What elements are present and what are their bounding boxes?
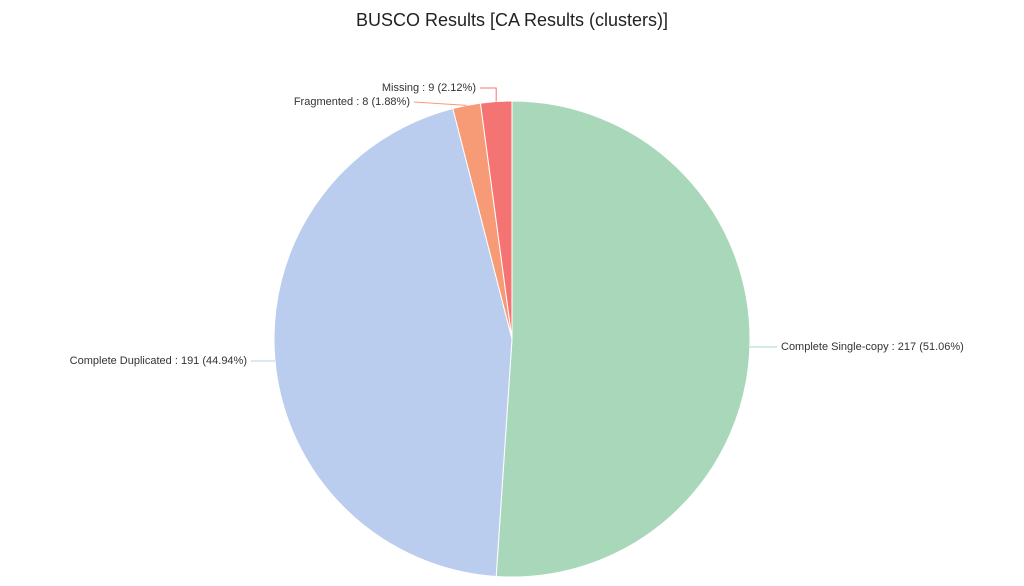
- data-label: Missing : 9 (2.12%): [382, 82, 476, 94]
- data-label: Fragmented : 8 (1.88%): [294, 96, 410, 108]
- data-label: Complete Duplicated : 191 (44.94%): [70, 355, 247, 367]
- pie-slice: [479, 100, 513, 340]
- pie-slice: [273, 107, 513, 578]
- leader-line: [480, 87, 497, 102]
- data-label: Complete Single-copy : 217 (51.06%): [781, 341, 964, 353]
- pie-slice: [495, 100, 751, 578]
- leader-line: [413, 101, 467, 106]
- chart-title: BUSCO Results [CA Results (clusters)]: [356, 10, 668, 30]
